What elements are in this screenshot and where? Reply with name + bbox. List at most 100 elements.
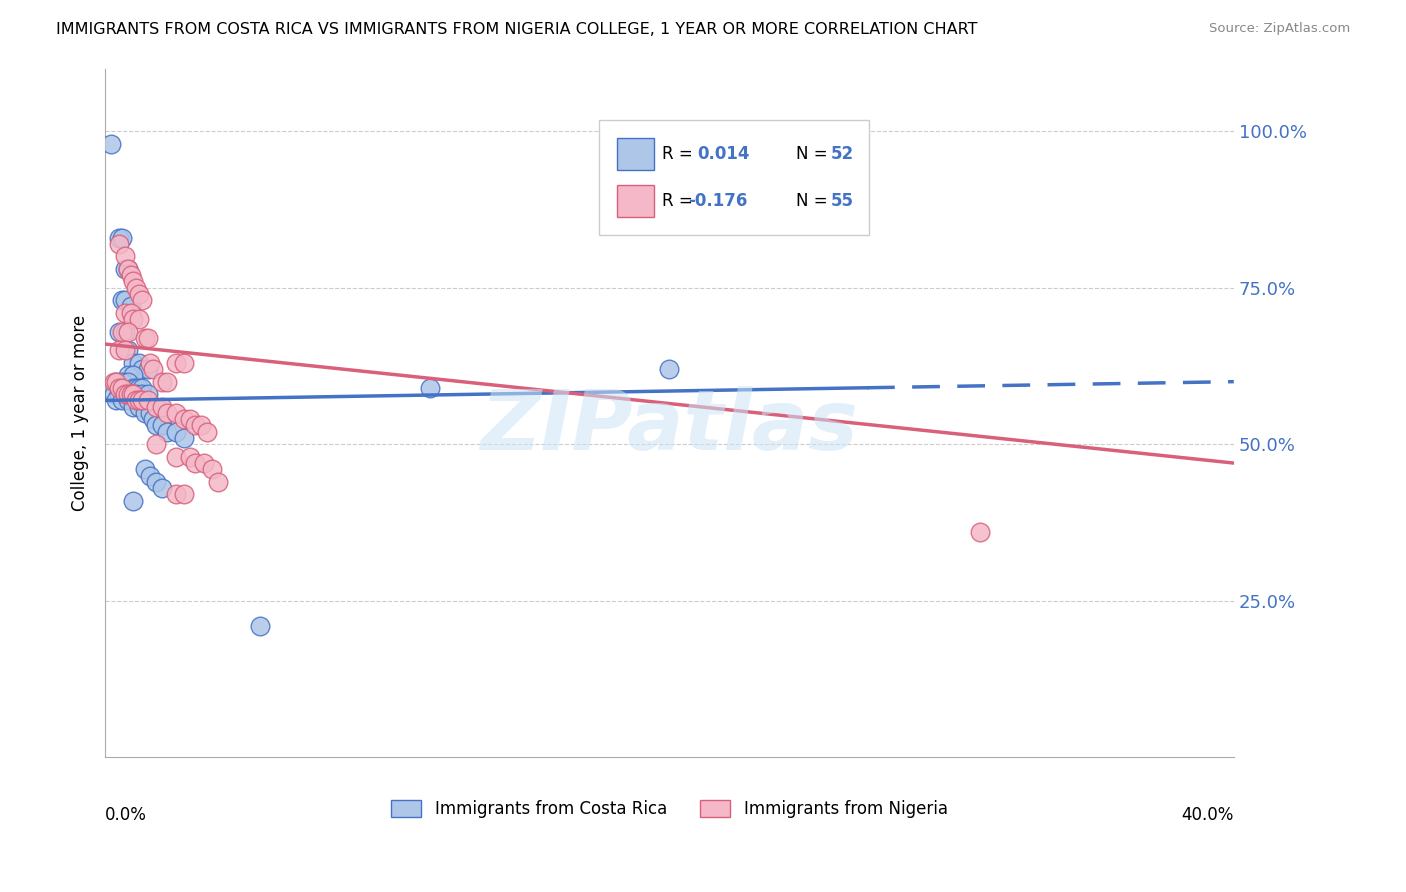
Point — [165, 450, 187, 464]
Point — [139, 468, 162, 483]
Point — [105, 375, 128, 389]
Point — [139, 356, 162, 370]
Point — [184, 456, 207, 470]
Point — [105, 375, 128, 389]
Point — [114, 387, 136, 401]
Point — [156, 425, 179, 439]
Point — [156, 406, 179, 420]
Point — [173, 431, 195, 445]
Text: N =: N = — [796, 145, 832, 163]
Point — [142, 362, 165, 376]
Point — [122, 381, 145, 395]
Text: ZIPatlas: ZIPatlas — [481, 386, 859, 467]
Point — [134, 406, 156, 420]
Point — [145, 437, 167, 451]
Point — [128, 400, 150, 414]
Y-axis label: College, 1 year or more: College, 1 year or more — [72, 315, 89, 511]
Point — [117, 343, 139, 358]
Point — [136, 387, 159, 401]
Point — [150, 400, 173, 414]
Text: 52: 52 — [831, 145, 855, 163]
Point — [131, 362, 153, 376]
Point — [122, 493, 145, 508]
Point — [658, 362, 681, 376]
Point — [150, 481, 173, 495]
Point — [193, 456, 215, 470]
Point — [122, 312, 145, 326]
Point — [114, 249, 136, 263]
Text: 40.0%: 40.0% — [1181, 805, 1234, 823]
Point — [128, 356, 150, 370]
Point — [108, 343, 131, 358]
Point — [125, 381, 148, 395]
Point — [139, 406, 162, 420]
Point — [173, 487, 195, 501]
Point — [145, 475, 167, 489]
Point — [165, 487, 187, 501]
Point — [117, 393, 139, 408]
Point — [150, 375, 173, 389]
Point — [120, 300, 142, 314]
Point — [128, 312, 150, 326]
Point — [114, 325, 136, 339]
Point — [134, 331, 156, 345]
Point — [114, 293, 136, 308]
Point — [125, 281, 148, 295]
Point — [190, 418, 212, 433]
Point — [103, 375, 125, 389]
Point — [195, 425, 218, 439]
Point — [120, 306, 142, 320]
Point — [111, 375, 134, 389]
Point — [117, 387, 139, 401]
Point — [128, 381, 150, 395]
Point — [131, 381, 153, 395]
Text: 0.014: 0.014 — [697, 145, 749, 163]
Point — [117, 261, 139, 276]
Point — [111, 325, 134, 339]
Point — [179, 412, 201, 426]
Text: IMMIGRANTS FROM COSTA RICA VS IMMIGRANTS FROM NIGERIA COLLEGE, 1 YEAR OR MORE CO: IMMIGRANTS FROM COSTA RICA VS IMMIGRANTS… — [56, 22, 977, 37]
Point — [173, 356, 195, 370]
Point — [111, 293, 134, 308]
Point — [134, 462, 156, 476]
Point — [201, 462, 224, 476]
Point — [111, 230, 134, 244]
Point — [100, 136, 122, 151]
Point — [156, 375, 179, 389]
Point — [136, 393, 159, 408]
Point — [122, 356, 145, 370]
Point — [125, 393, 148, 408]
Point — [150, 418, 173, 433]
Point — [165, 356, 187, 370]
Point — [165, 425, 187, 439]
Point — [131, 393, 153, 408]
Text: Source: ZipAtlas.com: Source: ZipAtlas.com — [1209, 22, 1350, 36]
Point — [117, 261, 139, 276]
Point — [108, 387, 131, 401]
Text: N =: N = — [796, 192, 832, 210]
Point — [114, 306, 136, 320]
Point — [125, 387, 148, 401]
Point — [142, 412, 165, 426]
Text: R =: R = — [662, 192, 699, 210]
Point — [145, 418, 167, 433]
Point — [249, 619, 271, 633]
Point — [173, 412, 195, 426]
Point — [120, 268, 142, 283]
Legend: Immigrants from Costa Rica, Immigrants from Nigeria: Immigrants from Costa Rica, Immigrants f… — [391, 800, 948, 818]
Point — [122, 387, 145, 401]
Point — [179, 450, 201, 464]
Point — [103, 387, 125, 401]
Point — [207, 475, 229, 489]
Point — [122, 275, 145, 289]
Point — [136, 362, 159, 376]
Point — [114, 261, 136, 276]
Point — [122, 368, 145, 383]
Point — [131, 293, 153, 308]
Point — [128, 287, 150, 301]
Point — [136, 331, 159, 345]
Point — [120, 387, 142, 401]
Point — [145, 400, 167, 414]
Text: 55: 55 — [831, 192, 853, 210]
Point — [108, 230, 131, 244]
